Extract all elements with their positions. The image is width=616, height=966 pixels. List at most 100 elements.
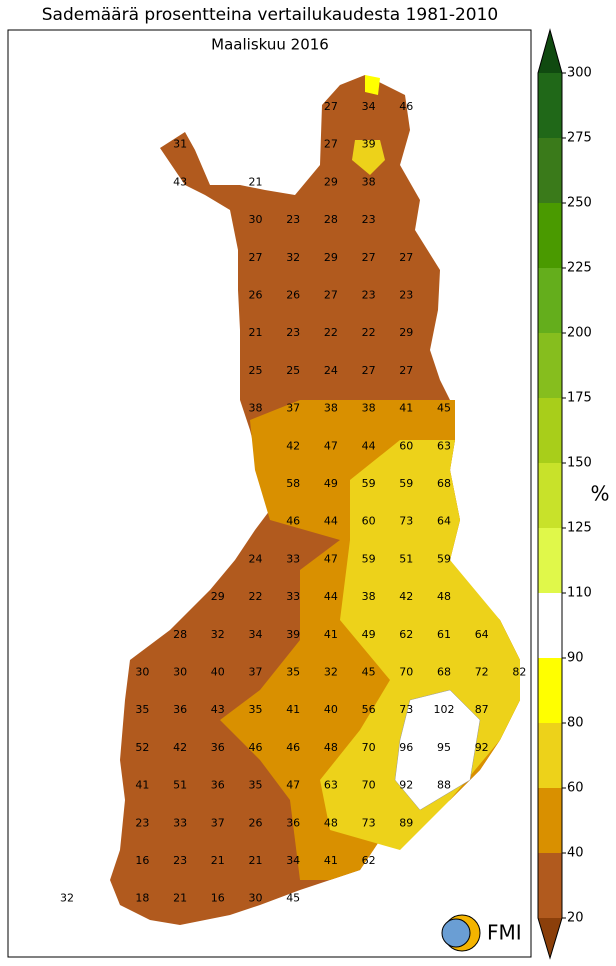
station-value: 38	[324, 402, 338, 415]
station-value: 21	[249, 326, 263, 339]
colorbar-under	[538, 918, 562, 958]
station-value: 39	[286, 628, 300, 641]
logo-icon	[441, 918, 471, 948]
station-value: 44	[362, 439, 376, 452]
colorbar-band	[538, 268, 562, 333]
station-value: 59	[362, 477, 376, 490]
station-value: 45	[362, 666, 376, 679]
station-value: 23	[362, 213, 376, 226]
station-value: 21	[249, 854, 263, 867]
colorbar-tick-label: 60	[567, 781, 584, 796]
station-value: 47	[324, 552, 338, 565]
station-value: 25	[286, 364, 300, 377]
colorbar-tick-label: 80	[567, 716, 584, 731]
colorbar-band	[538, 853, 562, 918]
station-value: 51	[399, 552, 413, 565]
station-value: 39	[362, 138, 376, 151]
colorbar-tick-label: 250	[567, 196, 592, 211]
station-value: 73	[399, 703, 413, 716]
land	[110, 75, 520, 925]
station-value: 18	[135, 892, 149, 905]
subtitle: Maaliskuu 2016	[211, 36, 329, 54]
station-value: 70	[362, 779, 376, 792]
station-value: 62	[362, 854, 376, 867]
station-value: 21	[173, 892, 187, 905]
colorbar-tick-label: 300	[567, 66, 592, 81]
colorbar-band	[538, 398, 562, 463]
station-value: 30	[249, 213, 263, 226]
station-value: 73	[399, 515, 413, 528]
station-value: 38	[249, 402, 263, 415]
station-value: 96	[399, 741, 413, 754]
station-value: 22	[362, 326, 376, 339]
station-value: 32	[286, 251, 300, 264]
station-value: 51	[173, 779, 187, 792]
station-value: 26	[249, 816, 263, 829]
colorbar-band	[538, 463, 562, 528]
station-value: 30	[249, 892, 263, 905]
station-value: 29	[324, 175, 338, 188]
station-value: 16	[211, 892, 225, 905]
station-value: 70	[399, 666, 413, 679]
station-value: 23	[173, 854, 187, 867]
station-value: 33	[173, 816, 187, 829]
station-value: 102	[434, 703, 455, 716]
station-value: 37	[286, 402, 300, 415]
station-value: 45	[437, 402, 451, 415]
station-value: 68	[437, 666, 451, 679]
station-value: 47	[286, 779, 300, 792]
colorbar-band	[538, 528, 562, 593]
station-value: 41	[135, 779, 149, 792]
colorbar-tick-label: 110	[567, 586, 592, 601]
station-value: 28	[173, 628, 187, 641]
station-value: 59	[362, 552, 376, 565]
station-value: 63	[437, 439, 451, 452]
station-value: 40	[211, 666, 225, 679]
station-value: 35	[249, 703, 263, 716]
station-value: 30	[135, 666, 149, 679]
station-value: 46	[286, 515, 300, 528]
station-value: 34	[286, 854, 300, 867]
station-value: 60	[362, 515, 376, 528]
station-value: 46	[286, 741, 300, 754]
station-value: 27	[362, 251, 376, 264]
station-value: 16	[135, 854, 149, 867]
station-value: 33	[286, 552, 300, 565]
station-value: 49	[324, 477, 338, 490]
colorbar-band	[538, 73, 562, 138]
station-value: 24	[249, 552, 263, 565]
station-value: 92	[475, 741, 489, 754]
station-value: 41	[324, 628, 338, 641]
station-value: 28	[324, 213, 338, 226]
station-value: 27	[324, 138, 338, 151]
colorbar-tick-label: 125	[567, 521, 592, 536]
colorbar-tick-label: 275	[567, 131, 592, 146]
station-value: 45	[286, 892, 300, 905]
station-value: 23	[362, 289, 376, 302]
station-value: 56	[362, 703, 376, 716]
station-value: 42	[286, 439, 300, 452]
colorbar-tick-label: 200	[567, 326, 592, 341]
station-value: 27	[399, 364, 413, 377]
colorbar-tick-label: 150	[567, 456, 592, 471]
station-value: 34	[249, 628, 263, 641]
colorbar-tick-label: 90	[567, 651, 584, 666]
station-value: 48	[324, 816, 338, 829]
colorbar-band	[538, 138, 562, 203]
station-value: 88	[437, 779, 451, 792]
station-value: 92	[399, 779, 413, 792]
colorbar-tick-label: 175	[567, 391, 592, 406]
station-value: 22	[249, 590, 263, 603]
station-value: 30	[173, 666, 187, 679]
station-value: 95	[437, 741, 451, 754]
station-value: 27	[399, 251, 413, 264]
station-value: 42	[399, 590, 413, 603]
station-value: 61	[437, 628, 451, 641]
colorbar-band	[538, 723, 562, 788]
station-value: 26	[249, 289, 263, 302]
station-value: 27	[324, 100, 338, 113]
station-value: 46	[399, 100, 413, 113]
station-value: 23	[286, 213, 300, 226]
station-value: 42	[173, 741, 187, 754]
